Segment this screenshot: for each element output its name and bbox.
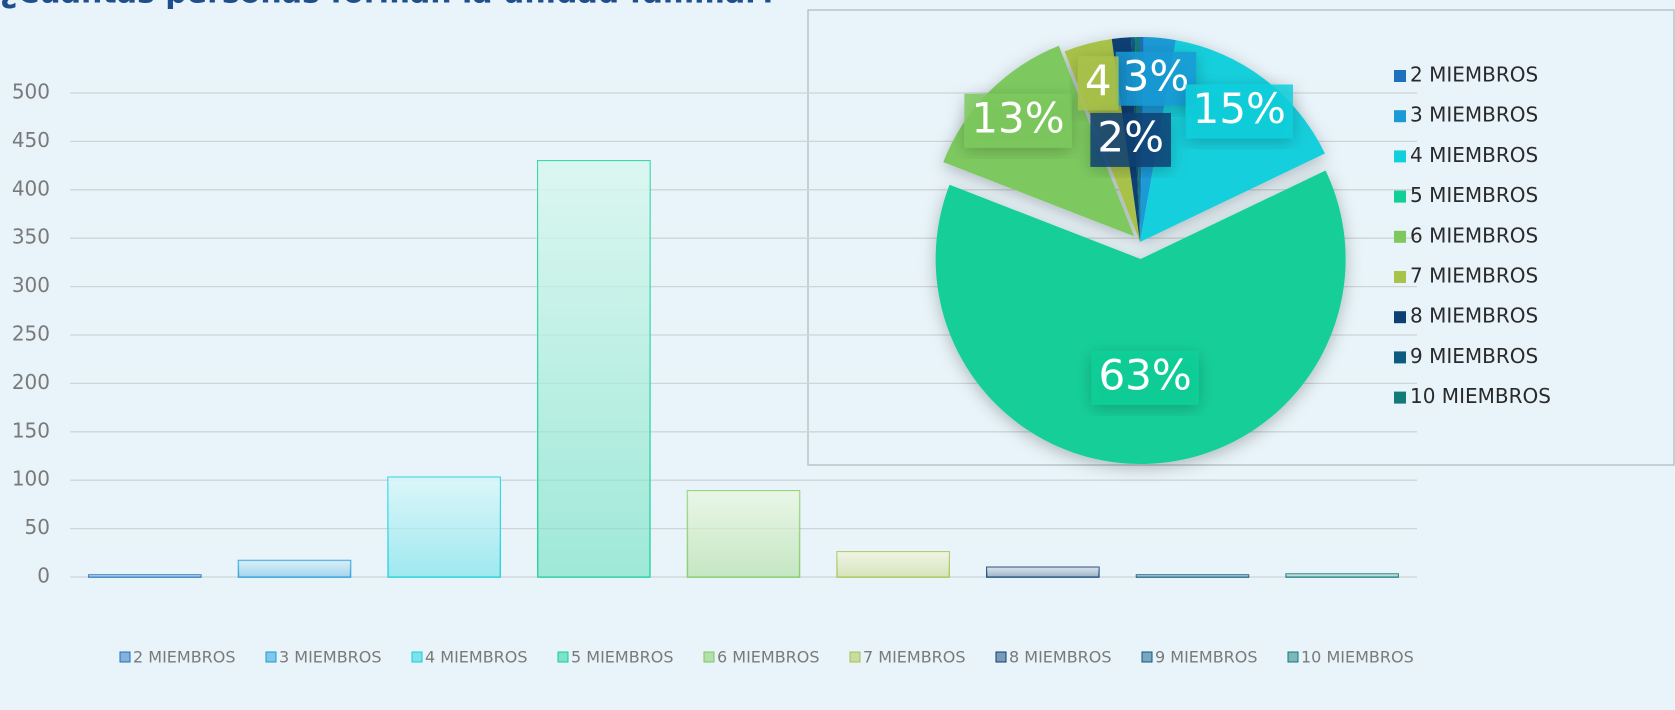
data-label-box — [1185, 84, 1293, 139]
legend-swatch — [995, 651, 1007, 663]
data-label: 63% — [1098, 350, 1191, 399]
legend-swatch — [1394, 271, 1406, 283]
legend-label: 8 MIEMBROS — [1009, 648, 1112, 667]
legend-label: 2 MIEMBROS — [133, 648, 236, 667]
bar-sheen — [986, 567, 1099, 577]
bar-sheen — [88, 575, 201, 577]
legend-label: 6 MIEMBROS — [1410, 223, 1538, 247]
legend-label: 2 MIEMBROS — [1410, 63, 1538, 87]
legend-label: 3 MIEMBROS — [1410, 103, 1538, 127]
data-label-box — [1115, 51, 1197, 106]
y-tick-label: 500 — [12, 80, 50, 104]
legend-swatch — [119, 651, 131, 663]
legend-swatch — [1394, 351, 1406, 364]
data-label: 13% — [971, 93, 1064, 142]
bar-sheen — [238, 560, 351, 577]
legend-label: 4 MIEMBROS — [1410, 143, 1538, 167]
legend-label: 3 MIEMBROS — [279, 648, 382, 667]
legend-label: 10 MIEMBROS — [1410, 384, 1551, 408]
data-label-box — [964, 93, 1072, 148]
legend-label: 5 MIEMBROS — [1410, 183, 1538, 207]
y-tick-label: 0 — [37, 564, 50, 588]
legend-swatch — [557, 651, 569, 663]
legend-swatch — [1394, 70, 1406, 82]
data-label-box — [1091, 350, 1199, 405]
data-label: 15% — [1193, 84, 1286, 133]
legend-label: 4 MIEMBROS — [425, 648, 528, 667]
legend-label: 6 MIEMBROS — [717, 648, 820, 667]
legend-label: 9 MIEMBROS — [1410, 344, 1538, 368]
data-label-box — [1090, 112, 1171, 167]
legend-label: 8 MIEMBROS — [1410, 304, 1538, 328]
legend-swatch — [1394, 110, 1406, 123]
legend-swatch — [1141, 651, 1153, 663]
chart-title: ¿Cuántas personas forman la unidad famil… — [0, 0, 777, 11]
y-tick-label: 350 — [12, 225, 50, 249]
legend-swatch — [1394, 230, 1406, 243]
legend-swatch — [411, 651, 423, 663]
y-tick-label: 450 — [12, 128, 50, 152]
y-tick-label: 150 — [12, 418, 50, 442]
data-label: 4 — [1085, 56, 1112, 105]
y-tick-label: 50 — [25, 515, 50, 539]
y-tick-label: 250 — [12, 322, 50, 346]
y-tick-label: 400 — [12, 176, 50, 200]
pie-slice — [935, 170, 1346, 464]
legend-swatch — [1287, 651, 1299, 663]
bar-sheen — [537, 160, 650, 577]
bar-sheen — [687, 490, 800, 577]
legend-swatch — [703, 651, 715, 663]
legend-swatch — [1394, 190, 1406, 203]
legend-swatch — [849, 651, 861, 663]
bar-sheen — [388, 477, 501, 577]
legend-label: 10 MIEMBROS — [1301, 648, 1414, 667]
legend-label: 9 MIEMBROS — [1155, 648, 1258, 667]
pie-frame — [807, 9, 1675, 466]
bar-sheen — [1136, 575, 1249, 577]
data-label: 3% — [1123, 51, 1190, 100]
legend-swatch — [1394, 150, 1406, 163]
legend-swatch — [1394, 391, 1406, 404]
y-tick-label: 200 — [12, 370, 50, 394]
y-tick-label: 100 — [12, 467, 50, 491]
legend-swatch — [265, 651, 277, 663]
legend-label: 7 MIEMBROS — [1410, 264, 1538, 288]
data-label-box — [1077, 56, 1119, 111]
legend-label: 5 MIEMBROS — [571, 648, 674, 667]
legend-label: 7 MIEMBROS — [863, 648, 966, 667]
bar-sheen — [1286, 574, 1399, 577]
legend-swatch — [1394, 311, 1406, 324]
y-tick-label: 300 — [12, 273, 50, 297]
bar-sheen — [837, 551, 950, 577]
data-label: 2% — [1097, 112, 1164, 161]
